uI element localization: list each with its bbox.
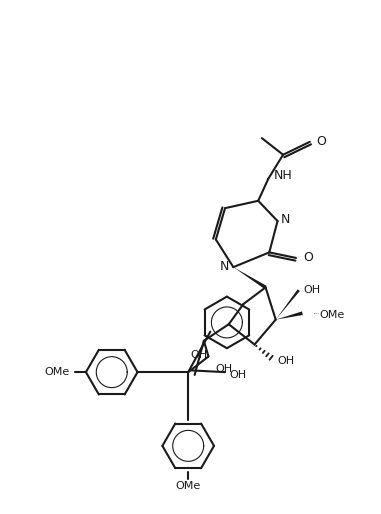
Text: OMe: OMe xyxy=(176,482,201,491)
Text: OH: OH xyxy=(278,356,295,366)
Text: NH: NH xyxy=(274,169,293,181)
Polygon shape xyxy=(276,289,300,320)
Text: OH: OH xyxy=(230,370,247,380)
Text: methoxy: methoxy xyxy=(314,313,320,314)
Text: OH: OH xyxy=(216,364,233,374)
Text: O: O xyxy=(303,251,313,264)
Text: O: O xyxy=(316,135,326,149)
Text: OH: OH xyxy=(303,285,320,295)
Text: N: N xyxy=(219,260,229,273)
Text: OH: OH xyxy=(190,350,208,360)
Text: N: N xyxy=(280,213,290,226)
Polygon shape xyxy=(276,311,303,320)
Polygon shape xyxy=(233,267,267,289)
Text: OMe: OMe xyxy=(44,367,69,377)
Text: OMe: OMe xyxy=(319,310,344,320)
